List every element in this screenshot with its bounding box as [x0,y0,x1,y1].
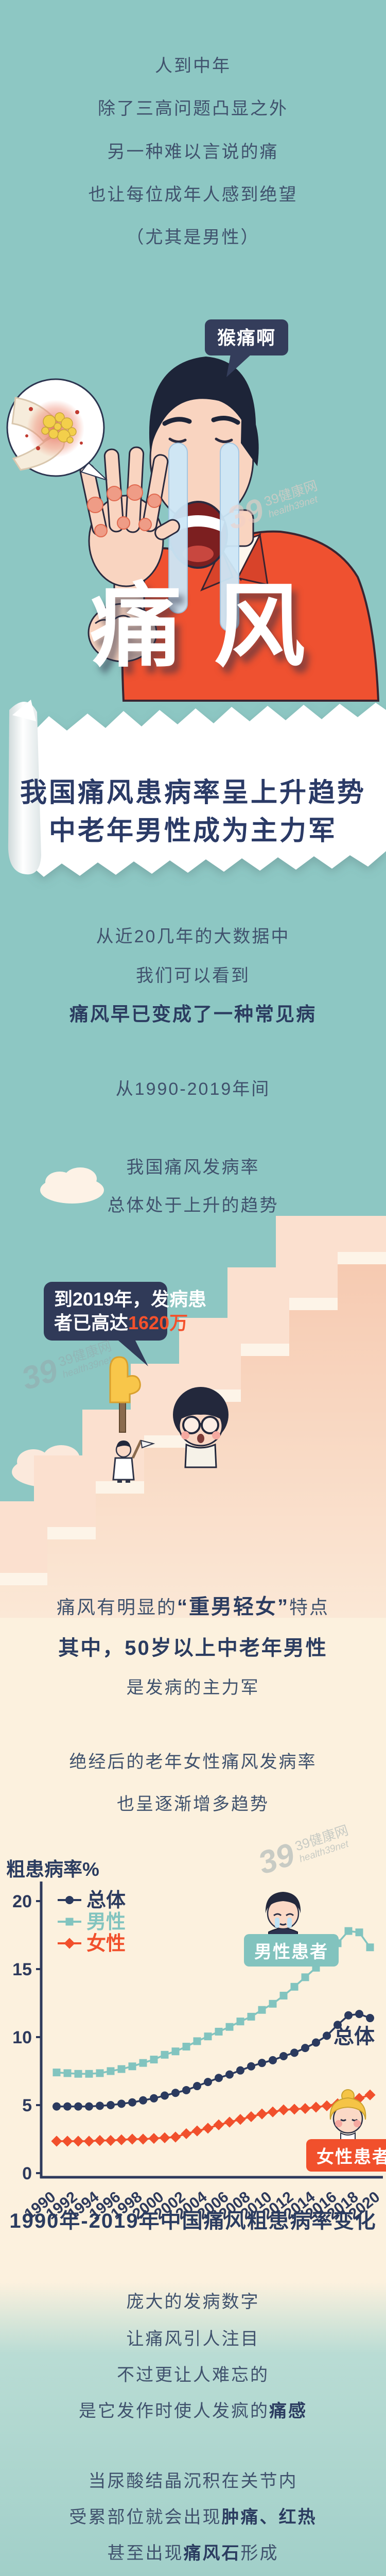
stairs-scene: 到2019年，发病患 者已高达1620万 [0,1167,386,1618]
pain-line-6: 受累部位就会出现肿痛、红热 [69,2507,317,2527]
chart-intro-line-1: 绝经后的老年女性痛风发病率 [69,1752,317,1772]
banner-line-1: 我国痛风患病率呈上升趋势 [20,778,366,808]
torn-paper [31,703,386,877]
torn-paper-banner [8,700,386,877]
svg-text:10: 10 [12,2028,32,2047]
inflammation-dots [25,407,83,450]
chart-title: 1990年-2019年中国痛风粗患病率变化 [9,2210,377,2232]
mainforce-line-2: 其中，50岁以上中老年男性 [58,1637,328,1659]
pain-line-4: 是它发作时使人发疯的痛感 [79,2401,307,2421]
male-badge: 男性患者 [244,1934,339,1967]
male-patient-icon [265,1892,301,1939]
bigdata-line-3: 痛风早已变成了一种常见病 [69,1004,317,1025]
swollen-hand-illustration [79,446,180,663]
pain-line-3: 不过更让人难忘的 [117,2365,269,2385]
pain-line-7: 甚至出现痛风石形成 [107,2544,279,2563]
female-badge: 女性患者 [306,2139,386,2172]
glasses-character-icon [173,1387,229,1468]
bg-teal-lower [0,2354,386,2576]
svg-text:者已高达1620万: 者已高达1620万 [54,1312,188,1333]
chart-intro-line-2: 也呈逐渐增多趋势 [117,1794,269,1814]
chart-y-axis-label: 粗患病率% [6,1859,99,1880]
pain-line-2: 让痛风引人注目 [126,2329,260,2349]
svg-text:15: 15 [12,1960,32,1979]
svg-text:0: 0 [22,2164,32,2183]
bigdata-line-4: 从1990-2019年间 [115,1079,271,1099]
intro-line-1: 人到中年 [155,56,231,76]
page-title: 痛风 [90,575,337,677]
pain-line-5: 当尿酸结晶沉积在关节内 [88,2471,298,2491]
hero-illustration: 猴痛啊 [6,319,380,702]
svg-text:总体: 总体 [86,1890,126,1911]
mainforce-line-1: 痛风有明显的“重男轻女”特点 [56,1596,330,1618]
trend-line-2: 总体处于上升的趋势 [107,1196,279,1215]
svg-text:女性: 女性 [86,1933,126,1955]
mainforce-line-3: 是发病的主力军 [126,1678,260,1698]
svg-text:20: 20 [12,1892,32,1911]
bigdata-line-2: 我们可以看到 [136,966,250,986]
intro-line-5: （尤其是男性） [126,228,260,247]
intro-line-4: 也让每位成年人感到绝望 [88,185,298,205]
joint-inset-circle [6,378,108,481]
stat-speech-bubble: 到2019年，发病患 者已高达1620万 [44,1282,206,1366]
intro-line-2: 除了三高问题凸显之外 [98,99,288,118]
intro-line-3: 另一种难以言说的痛 [107,142,279,162]
urate-crystals-icon [41,412,77,444]
stat-bubble-line-1: 到2019年，发病患 [54,1289,206,1310]
pain-line-1: 庞大的发病数字 [126,2292,260,2312]
paper-curl-edge [8,701,41,875]
stat-bubble-line-2: 者已高达 [54,1312,128,1333]
female-patient-icon [329,2089,366,2141]
foam-finger-icon [109,1356,141,1433]
svg-text:5: 5 [22,2096,32,2115]
doctor-figure [112,1439,155,1483]
hero-speech-text: 猴痛啊 [217,327,276,348]
overall-series-label: 总体 [334,2025,375,2048]
banner-line-2: 中老年男性成为主力军 [48,816,337,846]
bigdata-line-1: 从近20几年的大数据中 [96,927,290,946]
svg-text:男性: 男性 [86,1911,126,1933]
hero-speech-bubble: 猴痛啊 [205,319,288,377]
trend-line-1: 我国痛风发病率 [126,1158,260,1177]
stat-bubble-highlight: 1620万 [128,1312,188,1333]
bg-gradient-cream-teal [0,2282,386,2354]
